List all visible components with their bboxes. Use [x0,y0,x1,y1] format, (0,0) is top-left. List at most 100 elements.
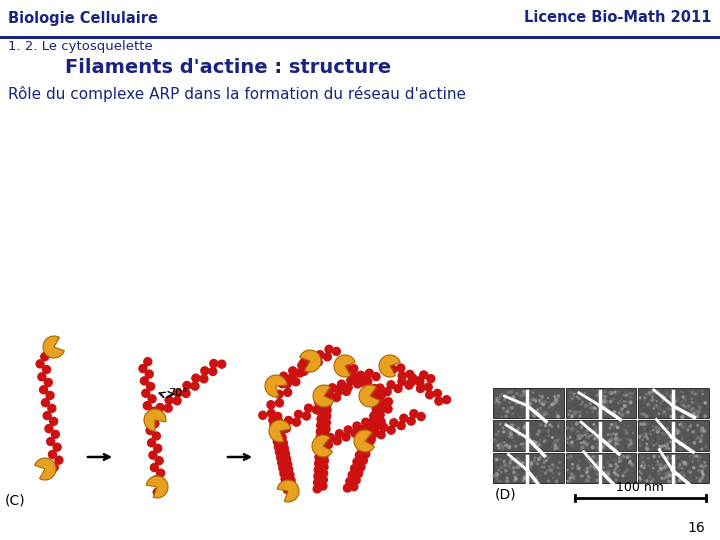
Point [575,433,586,442]
Circle shape [42,399,50,407]
Point [676,436,688,444]
Point [607,395,618,404]
Point [576,444,588,453]
Circle shape [353,458,361,466]
Point [545,454,557,462]
Point [537,407,549,416]
Point [635,406,647,415]
Text: 16: 16 [688,521,705,535]
Point [527,410,539,418]
Circle shape [272,432,280,440]
Circle shape [320,457,328,464]
Point [546,400,558,409]
Point [604,437,616,445]
Point [539,436,551,444]
Point [653,409,665,418]
Point [693,460,705,468]
Point [654,469,666,478]
Point [620,387,631,396]
Point [674,476,685,484]
Point [693,441,704,450]
Point [644,427,656,435]
Point [565,406,577,415]
Point [521,432,532,441]
Circle shape [283,455,291,463]
Point [511,389,523,398]
Point [538,442,549,450]
Circle shape [296,369,304,377]
Point [564,392,576,401]
Circle shape [192,374,200,382]
Point [572,454,583,462]
Circle shape [410,410,418,418]
Point [593,432,604,441]
Point [687,457,698,466]
Point [690,399,701,408]
Point [611,460,622,468]
Point [605,443,616,452]
Point [595,435,606,443]
Point [583,473,595,482]
Circle shape [269,416,276,424]
Point [665,392,677,400]
Point [571,419,582,428]
Point [539,437,550,445]
Point [597,430,608,438]
Circle shape [315,441,323,448]
Point [595,394,607,402]
Point [665,461,677,469]
Point [661,430,672,438]
Point [643,429,654,437]
Point [620,390,631,399]
Point [639,424,650,433]
Circle shape [427,375,435,383]
Circle shape [318,437,326,446]
Circle shape [302,412,310,420]
Point [574,394,585,403]
Point [518,390,529,399]
Wedge shape [277,480,299,502]
Circle shape [322,431,330,439]
Point [611,467,623,475]
Circle shape [271,427,279,435]
Point [626,443,637,451]
Point [588,420,600,429]
Point [492,430,504,439]
Point [644,469,656,478]
Text: (C): (C) [5,493,26,507]
Point [521,438,533,447]
Point [531,441,543,449]
Point [499,394,510,403]
Point [611,388,622,396]
Point [627,422,639,430]
Point [665,437,676,446]
Point [543,462,554,470]
Point [543,477,554,485]
Point [580,452,592,461]
Point [675,461,687,469]
Point [493,465,505,474]
Point [492,465,504,474]
Point [562,454,574,462]
Wedge shape [146,476,168,498]
Point [523,457,534,465]
Point [588,403,599,412]
Point [573,464,585,472]
Point [520,410,531,418]
Point [531,406,543,414]
Circle shape [325,345,333,353]
Point [613,402,625,411]
Point [577,397,588,406]
Point [676,423,688,431]
Point [493,429,505,438]
Wedge shape [300,350,321,372]
Point [492,403,503,412]
Point [495,455,506,464]
Point [603,408,615,417]
Point [609,408,621,416]
Point [510,473,521,482]
Point [506,403,518,412]
Circle shape [154,444,162,453]
Circle shape [282,450,289,458]
Point [503,429,514,437]
